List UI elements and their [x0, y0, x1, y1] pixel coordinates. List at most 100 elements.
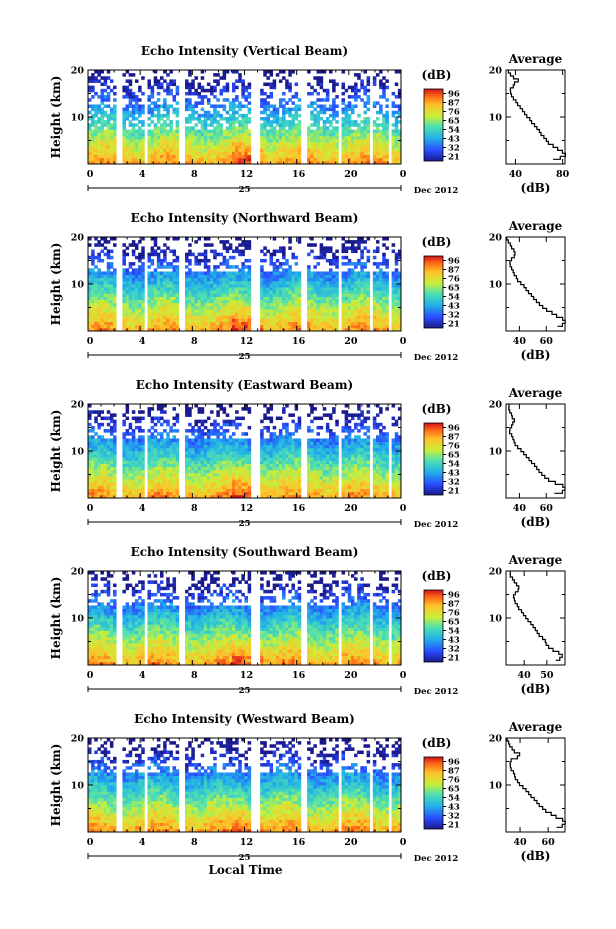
heatmap-cell: [269, 120, 274, 124]
heatmap-cell: [206, 117, 211, 121]
heatmap-cell: [332, 315, 336, 319]
heatmap-cell: [141, 262, 145, 266]
heatmap-cell: [222, 129, 227, 134]
heatmap-cell: [175, 265, 180, 269]
heatmap-cell: [131, 302, 136, 307]
heatmap-cell: [210, 454, 214, 458]
heatmap-cell: [319, 142, 324, 146]
heatmap-cell: [203, 117, 208, 121]
heatmap-cell: [266, 284, 270, 288]
heatmap-cell: [313, 318, 317, 322]
heatmap-cell: [394, 123, 399, 127]
heatmap-cell: [219, 438, 223, 442]
heatmap-cell: [100, 305, 105, 310]
heatmap-cell: [216, 142, 220, 146]
heatmap-cell: [194, 151, 198, 155]
heatmap-cell: [203, 482, 208, 486]
heatmap-cell: [113, 438, 117, 442]
heatmap-cell: [363, 88, 367, 93]
heatmap-cell: [97, 438, 101, 442]
heatmap-cell: [156, 488, 161, 493]
heatmap-cell: [329, 327, 333, 332]
heatmap-cell: [113, 268, 117, 272]
heatmap-cell: [138, 438, 142, 442]
heatmap-cell: [272, 79, 277, 83]
heatmap-cell: [216, 138, 220, 143]
heatmap-cell: [225, 117, 230, 121]
heatmap-cell: [379, 132, 383, 137]
heatmap-cell: [100, 296, 105, 301]
heatmap-cell: [372, 138, 377, 143]
heatmap-cell: [125, 138, 130, 143]
heatmap-cell: [188, 488, 192, 493]
heatmap-cell: [185, 312, 189, 316]
heatmap-cell: [194, 76, 198, 80]
heatmap-cell: [97, 447, 101, 452]
heatmap-cell: [225, 312, 230, 316]
heatmap-cell: [235, 312, 239, 316]
heatmap-cell: [156, 110, 161, 115]
heatmap-cell: [379, 299, 383, 304]
heatmap-cell: [332, 117, 336, 121]
heatmap-cell: [200, 463, 205, 468]
heatmap-cell: [288, 305, 292, 310]
heatmap-cell: [100, 82, 105, 87]
heatmap-cell: [266, 160, 270, 165]
heatmap-cell: [266, 107, 270, 112]
heatmap-cell: [94, 284, 98, 288]
heatmap-cell: [163, 429, 167, 433]
heatmap-cell: [322, 129, 327, 134]
heatmap-cell: [109, 324, 114, 329]
heatmap-cell: [97, 454, 101, 458]
heatmap-cell: [266, 271, 270, 275]
heatmap-cell: [260, 309, 264, 313]
heatmap-cell: [150, 309, 155, 313]
heatmap-cell: [350, 277, 355, 282]
heatmap-cell: [344, 290, 349, 294]
heatmap-cell: [347, 160, 352, 165]
heatmap-cell: [354, 151, 358, 155]
heatmap-cell: [219, 482, 223, 486]
heatmap-cell: [191, 293, 195, 297]
heatmap-cell: [88, 309, 92, 313]
heatmap-cell: [97, 312, 101, 316]
heatmap-cell: [347, 290, 352, 294]
heatmap-cell: [191, 447, 195, 452]
heatmap-cell: [260, 277, 264, 282]
heatmap-cell: [366, 88, 371, 93]
heatmap-cell: [113, 422, 117, 427]
heatmap-cell: [134, 138, 139, 143]
heatmap-cell: [372, 287, 377, 291]
heatmap-cell: [141, 447, 145, 452]
heatmap-cell: [357, 305, 361, 310]
heatmap-cell: [200, 145, 205, 149]
heatmap-cell: [316, 312, 321, 316]
heatmap-cell: [347, 145, 352, 149]
heatmap-cell: [222, 482, 227, 486]
heatmap-cell: [213, 104, 217, 108]
heatmap-cell: [156, 463, 161, 468]
heatmap-cell: [222, 491, 227, 496]
heatmap-cell: [88, 457, 92, 461]
heatmap-cell: [266, 104, 270, 108]
heatmap-cell: [278, 148, 283, 152]
heatmap-cell: [159, 274, 164, 279]
heatmap-cell: [91, 85, 95, 90]
heatmap-cell: [159, 129, 164, 134]
heatmap-cell: [319, 154, 324, 159]
heatmap-cell: [282, 132, 286, 137]
heatmap-cell: [128, 265, 133, 269]
heatmap-cell: [228, 315, 233, 319]
heatmap-cell: [200, 296, 205, 301]
colorbar-tick-label: 65: [448, 284, 460, 294]
heatmap-cell: [128, 469, 133, 474]
heatmap-cell: [219, 441, 223, 446]
heatmap-cell: [354, 302, 358, 307]
heatmap-cell: [394, 302, 399, 307]
heatmap-cell: [366, 255, 371, 260]
heatmap-cell: [191, 132, 195, 137]
heatmap-cell: [138, 463, 142, 468]
heatmap-cell: [159, 299, 164, 304]
heatmap-cell: [222, 271, 227, 275]
heatmap-cell: [332, 160, 336, 165]
